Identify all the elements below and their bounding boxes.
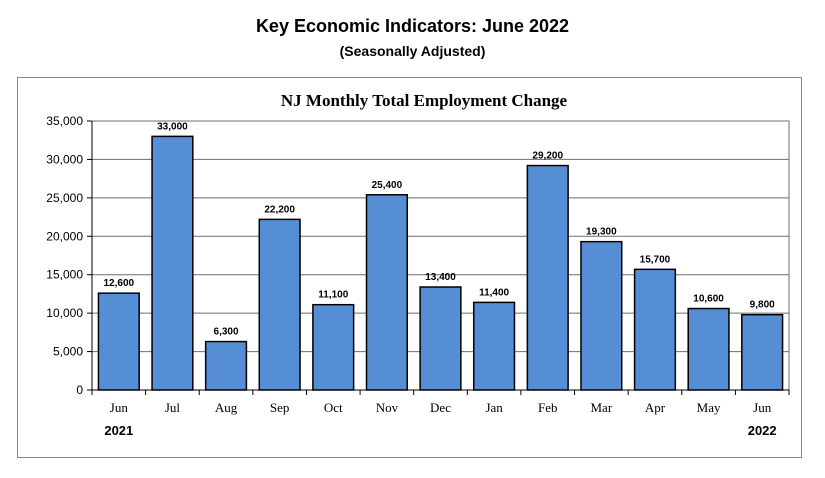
x-tick-label: Oct (324, 400, 343, 415)
y-tick-label: 10,000 (46, 306, 83, 320)
bar (472, 301, 516, 391)
labels: 0 5,000 10,000 15,000 20,000 25,000 30,000 35,0… (46, 114, 776, 438)
bar (312, 303, 355, 391)
bar (204, 340, 248, 391)
bars (97, 135, 784, 391)
chart-frame (17, 77, 802, 458)
y-tick-label: 35,000 (46, 114, 83, 128)
x-tick-label: Nov (376, 400, 399, 415)
y-tick-label: 20,000 (46, 229, 83, 243)
y-tick-label: 25,000 (46, 191, 83, 205)
data-label: 9,800 (750, 300, 775, 311)
data-label: 11,400 (479, 287, 509, 298)
x-tick-label: Jun (753, 400, 772, 415)
data-label: 11,100 (318, 290, 348, 301)
data-label: 12,600 (104, 278, 135, 289)
axes (87, 120, 790, 395)
bar (580, 240, 623, 391)
data-label: 19,300 (586, 227, 617, 238)
data-label: 29,200 (532, 151, 563, 162)
x-tick-label: Aug (215, 400, 238, 415)
y-tick-label: 0 (76, 383, 83, 397)
x-tick-label: Feb (538, 400, 558, 415)
data-label: 22,200 (264, 204, 295, 215)
data-label: 33,000 (157, 121, 188, 132)
bar (97, 292, 140, 391)
year-label: 2021 (104, 423, 133, 438)
x-tick-label: Mar (591, 400, 613, 415)
x-tick-label: Apr (645, 400, 666, 415)
bar (151, 135, 194, 391)
bar (633, 268, 677, 391)
y-tick-label: 30,000 (46, 152, 83, 166)
x-tick-label: Jun (110, 400, 129, 415)
page-subtitle: (Seasonally Adjusted) (339, 43, 486, 59)
x-tick-label: May (697, 400, 721, 415)
data-label: 10,600 (693, 294, 724, 305)
bar (419, 286, 462, 391)
x-tick-label: Jan (485, 400, 503, 415)
data-label: 25,400 (372, 180, 403, 191)
x-tick-label: Sep (270, 400, 290, 415)
bar (741, 313, 784, 391)
bar (526, 164, 569, 391)
chart-title: NJ Monthly Total Employment Change (281, 91, 568, 110)
data-label: 15,700 (640, 254, 671, 265)
x-tick-label: Dec (430, 400, 451, 415)
y-tick-label: 5,000 (53, 345, 83, 359)
bar (258, 218, 301, 391)
data-label: 13,400 (425, 272, 456, 283)
data-label: 6,300 (214, 327, 239, 338)
x-tick-label: Jul (165, 400, 181, 415)
page-title: Key Economic Indicators: June 2022 (255, 16, 570, 36)
y-tick-label: 15,000 (46, 268, 83, 282)
bar (365, 194, 409, 391)
bar (687, 307, 730, 391)
year-label: 2022 (748, 423, 777, 438)
